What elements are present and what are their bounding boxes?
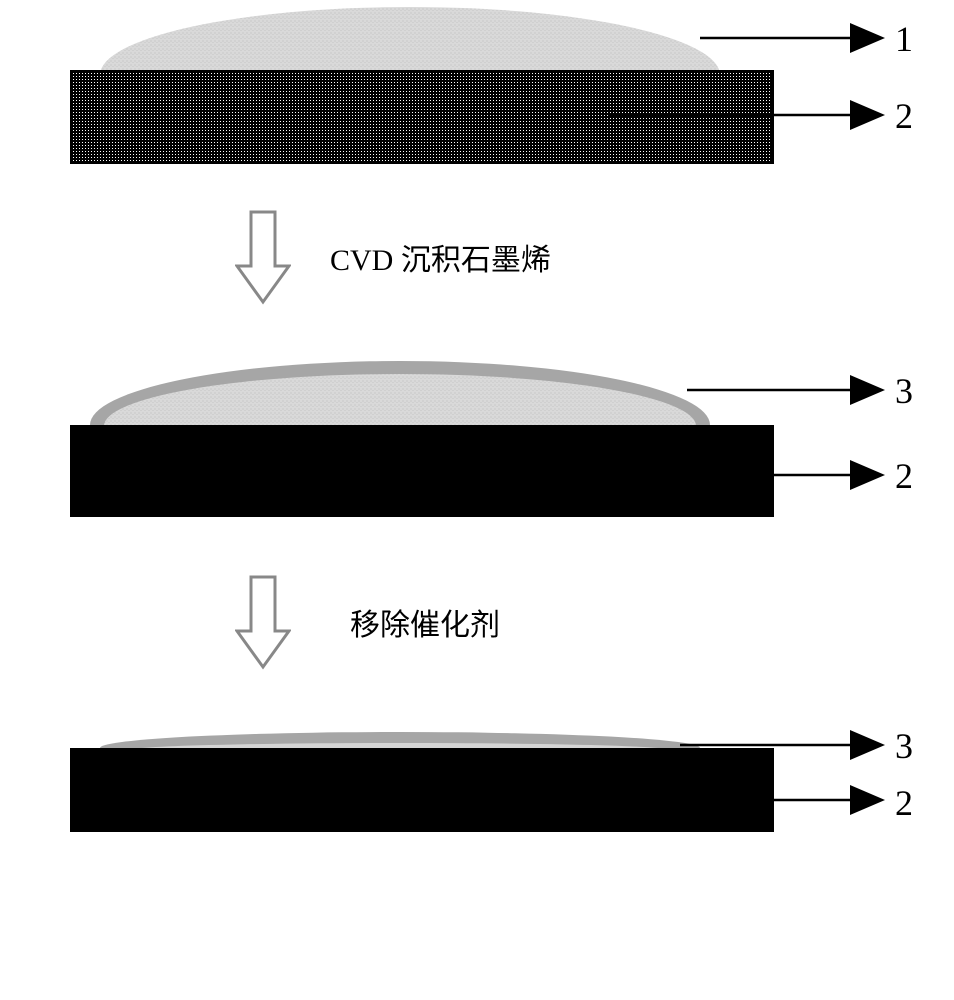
label-3b: 3 <box>895 725 913 767</box>
label-2a: 2 <box>895 95 913 137</box>
label-arrows-layer <box>0 0 954 1000</box>
diagram-container: CVD 沉积石墨烯 移除催化剂 <box>0 0 954 1000</box>
label-1: 1 <box>895 18 913 60</box>
label-2c: 2 <box>895 782 913 824</box>
label-3a: 3 <box>895 370 913 412</box>
label-2b: 2 <box>895 455 913 497</box>
